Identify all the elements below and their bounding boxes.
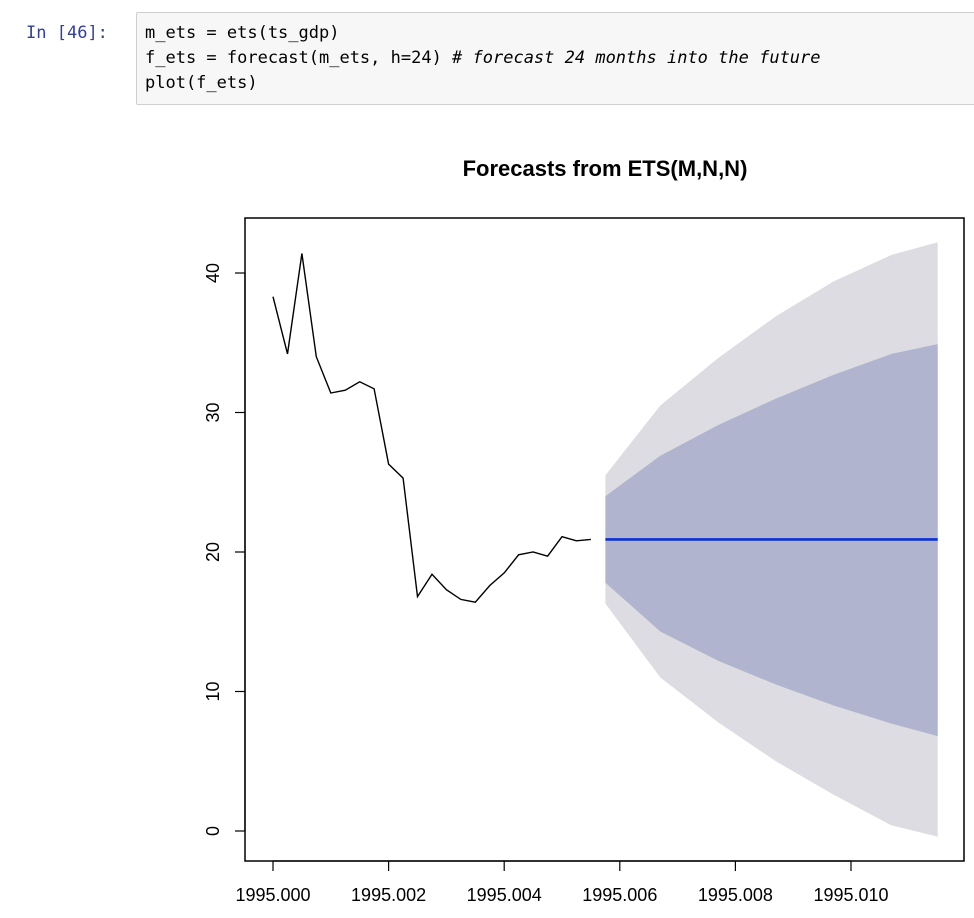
y-tick-label: 40 [203,263,223,283]
code-input-area[interactable]: m_ets = ets(ts_gdp) f_ets = forecast(m_e… [136,12,974,105]
cell-prompt: In [46]: [26,23,108,43]
y-tick-label: 30 [203,402,223,422]
code-text: plot(f_ets) [145,73,258,93]
y-tick-label: 20 [203,542,223,562]
x-tick-label: 1995.000 [235,885,310,905]
prompt-suffix: ]: [87,23,108,43]
notebook-cell: In [46]: m_ets = ets(ts_gdp) f_ets = for… [0,0,974,110]
chart-title: Forecasts from ETS(M,N,N) [463,156,748,181]
x-axis: 1995.000 1995.002 1995.004 1995.006 1995.008… [235,860,889,905]
y-tick-label: 0 [203,826,223,836]
y-axis: 0 10 20 30 40 [203,263,246,836]
x-tick-label: 1995.008 [698,885,773,905]
code-comment: # forecast 24 months into the future [452,48,821,68]
x-tick-label: 1995.010 [813,885,888,905]
history-line [272,253,591,603]
x-tick-label: 1995.002 [351,885,426,905]
forecast-chart: Forecasts from ETS(M,N,N) 1995.000 1995.0… [203,156,965,905]
x-tick-label: 1995.006 [582,885,657,905]
x-tick-label: 1995.004 [467,885,542,905]
code-line-3[interactable]: plot(f_ets) [145,71,258,96]
prompt-prefix: In [ [26,23,67,43]
chart-lines [272,253,938,603]
execution-count: 46 [66,23,88,43]
code-line-2[interactable]: f_ets = forecast(m_ets, h=24) # forecast… [145,46,821,71]
code-line-1[interactable]: m_ets = ets(ts_gdp) [145,21,339,46]
code-text: f_ets = forecast(m_ets, h=24) [145,48,453,68]
y-tick-label: 10 [203,681,223,701]
code-text: m_ets = ets(ts_gdp) [145,23,340,43]
